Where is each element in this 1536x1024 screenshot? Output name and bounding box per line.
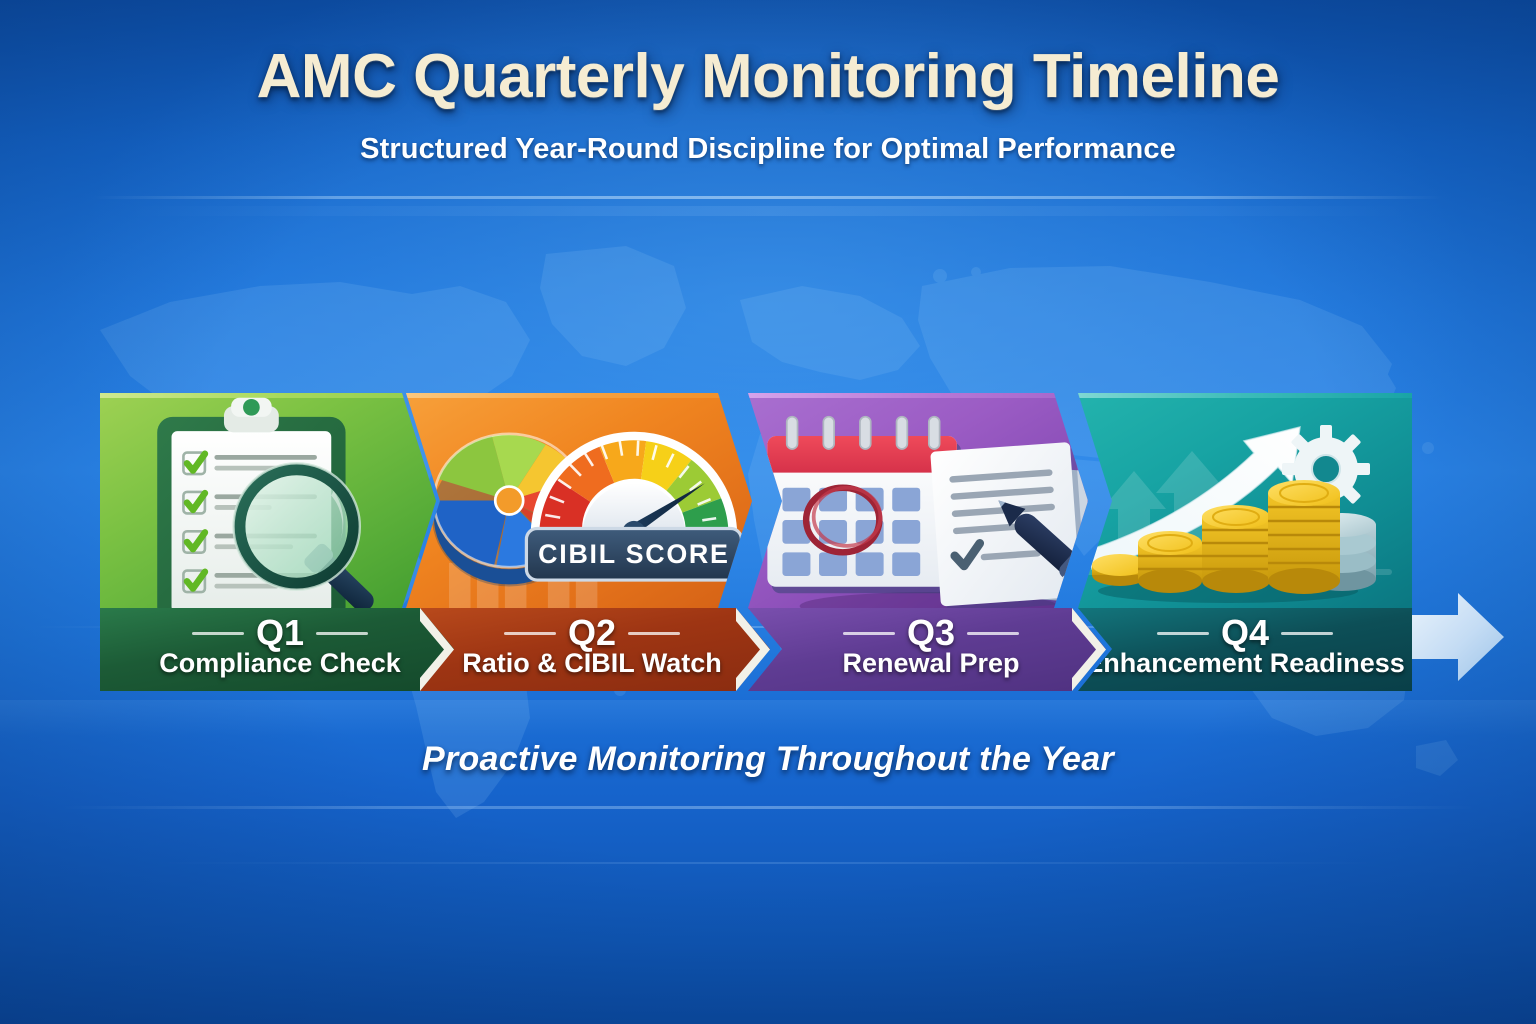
- q2-quarter-number: Q2: [567, 612, 617, 654]
- divider-line-left: [1156, 631, 1209, 635]
- timeline-segment-q3[interactable]: Q3 Renewal Prep: [748, 393, 1114, 691]
- timeline-segment-q4[interactable]: Q4 Enhancement Readiness: [1078, 393, 1412, 691]
- pie-chart-gauge-icon: CIBIL SCORE: [406, 393, 752, 608]
- divider-line-right: [316, 631, 369, 635]
- q3-quarter-row: Q3: [842, 612, 1020, 654]
- timeline-segment-q2[interactable]: CIBIL SCORE Q2 Ratio & CIBIL Watch: [406, 393, 778, 691]
- divider-line-left: [503, 631, 556, 635]
- q1-chevron-separator: [420, 608, 454, 691]
- divider-line-right: [628, 631, 681, 635]
- calendar-document-pen-icon: [748, 393, 1088, 608]
- q3-icon-panel: [748, 393, 1088, 608]
- cibil-score-gauge-label: CIBIL SCORE: [538, 539, 730, 569]
- page-subtitle: Structured Year-Round Discipline for Opt…: [360, 132, 1176, 165]
- q4-quarter-row: Q4: [1156, 612, 1334, 654]
- header: AMC Quarterly Monitoring Timeline Struct…: [0, 42, 1536, 166]
- q3-label-band: Q3 Renewal Prep: [748, 608, 1106, 691]
- q2-chevron-separator: [736, 608, 770, 691]
- footer: Proactive Monitoring Throughout the Year: [0, 740, 1536, 779]
- arrow-right-icon: [1412, 589, 1504, 685]
- coin-stacks-growth-arrow-gear-icon: [1078, 393, 1412, 608]
- q1-quarter-label: Compliance Check: [159, 648, 401, 679]
- footer-tagline: Proactive Monitoring Throughout the Year: [421, 740, 1115, 778]
- q2-icon-panel: CIBIL SCORE: [406, 393, 752, 608]
- q4-quarter-number: Q4: [1220, 612, 1270, 654]
- clipboard-checklist-magnifier-icon: [100, 393, 436, 608]
- quarterly-timeline: Q1 Compliance Check: [100, 393, 1412, 691]
- q1-icon-panel: [100, 393, 436, 608]
- page-title: AMC Quarterly Monitoring Timeline: [256, 42, 1280, 111]
- q1-label-band: Q1 Compliance Check: [100, 608, 454, 691]
- divider-line-right: [1281, 631, 1334, 635]
- q4-icon-panel: [1078, 393, 1412, 608]
- q4-label-band: Q4 Enhancement Readiness: [1078, 608, 1412, 691]
- q3-chevron-separator: [1072, 608, 1106, 691]
- divider-line-right: [967, 631, 1020, 635]
- q2-quarter-label: Ratio & CIBIL Watch: [462, 648, 722, 679]
- q2-label-band: Q2 Ratio & CIBIL Watch: [406, 608, 770, 691]
- q3-quarter-label: Renewal Prep: [842, 648, 1020, 679]
- q2-quarter-row: Q2: [503, 612, 681, 654]
- q1-quarter-row: Q1: [191, 612, 369, 654]
- q1-quarter-number: Q1: [255, 612, 305, 654]
- divider-line-left: [842, 631, 895, 635]
- divider-line-left: [191, 631, 244, 635]
- q4-quarter-label: Enhancement Readiness: [1085, 648, 1405, 679]
- q3-quarter-number: Q3: [906, 612, 956, 654]
- timeline-segment-q1[interactable]: Q1 Compliance Check: [100, 393, 460, 691]
